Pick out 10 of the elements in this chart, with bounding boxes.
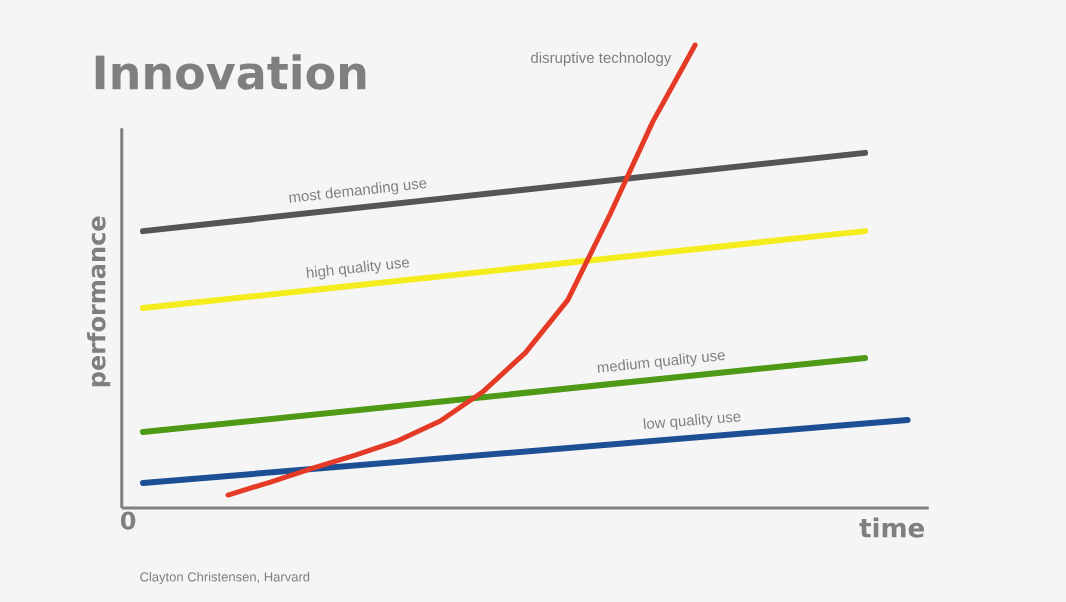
- text: 0: [120, 511, 136, 530]
- text: most demanding use: [289, 180, 427, 203]
- text: high quality use: [306, 259, 410, 280]
- series-label: disruptive technology: [531, 52, 672, 66]
- series-label: low quality use: [643, 413, 741, 430]
- text: Clayton Christensen, Harvard: [140, 571, 310, 585]
- x-axis-title: time: [859, 517, 924, 538]
- chart-title: Innovation: [95, 54, 366, 90]
- text: medium quality use: [597, 352, 725, 373]
- y-axis-title: performance: [87, 216, 111, 387]
